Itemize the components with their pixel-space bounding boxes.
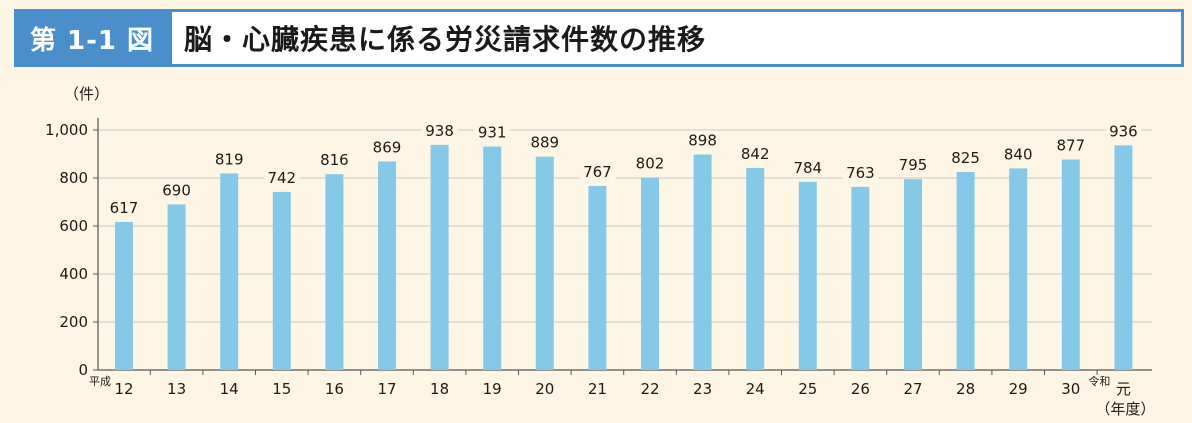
y-tick-label: 0 xyxy=(78,361,88,379)
figure-title-box: 脳・心臓疾患に係る労災請求件数の推移 xyxy=(172,12,1181,64)
x-tick-label: 16 xyxy=(325,380,344,398)
data-label: 936 xyxy=(1109,122,1138,140)
x-tick-label: 28 xyxy=(956,380,975,398)
x-tick-label: 25 xyxy=(798,380,817,398)
data-label-bg xyxy=(158,180,195,199)
x-tick-label: 30 xyxy=(1061,380,1080,398)
x-tick-label: 12 xyxy=(114,380,133,398)
data-label-bg xyxy=(947,148,984,166)
bar xyxy=(798,181,817,370)
y-tick-label: 200 xyxy=(59,313,88,331)
data-label: 802 xyxy=(636,155,665,173)
data-label: 819 xyxy=(215,150,244,168)
data-label-bg xyxy=(1000,144,1037,163)
data-label-bg xyxy=(737,143,774,162)
data-label-bg xyxy=(211,149,248,168)
era-label-heisei: 平成 xyxy=(89,375,111,388)
bar xyxy=(641,177,659,370)
data-label: 763 xyxy=(846,164,875,182)
data-label: 825 xyxy=(951,149,980,167)
bar xyxy=(1009,168,1028,370)
data-label-bg xyxy=(842,162,879,181)
data-label: 877 xyxy=(1056,137,1085,155)
bar xyxy=(1114,145,1133,370)
x-tick-label: 23 xyxy=(693,380,712,398)
data-label-bg xyxy=(895,155,931,174)
figure-number: 第 1-1 図 xyxy=(29,25,155,56)
x-tick-label: 13 xyxy=(167,380,186,398)
data-label: 840 xyxy=(1004,145,1033,163)
bar xyxy=(325,174,344,370)
x-tick-label: 27 xyxy=(903,380,922,398)
x-tick-label: 14 xyxy=(220,380,239,398)
bar xyxy=(746,167,765,370)
data-label: 690 xyxy=(162,181,191,199)
data-label-bg xyxy=(684,130,721,149)
bar xyxy=(167,204,186,370)
x-tick-label: 15 xyxy=(272,380,291,398)
data-label: 842 xyxy=(741,145,770,163)
data-label-bg xyxy=(1105,121,1142,140)
data-label-bg xyxy=(1052,135,1089,154)
x-tick-label: 20 xyxy=(535,380,554,398)
data-label-bg xyxy=(789,157,826,176)
data-label: 784 xyxy=(793,159,822,177)
bar xyxy=(1061,159,1080,370)
bar xyxy=(430,144,449,370)
data-label: 742 xyxy=(267,169,296,187)
data-label: 795 xyxy=(899,156,928,174)
data-label-bg xyxy=(632,153,668,172)
data-label-bg xyxy=(421,120,458,139)
data-label-bg xyxy=(316,150,353,169)
x-tick-label: 24 xyxy=(746,380,765,398)
x-tick-label: 29 xyxy=(1009,380,1028,398)
data-label: 889 xyxy=(530,134,559,152)
bar xyxy=(272,191,291,370)
data-label-bg xyxy=(263,167,300,186)
bar xyxy=(483,146,502,370)
x-tick-label: 18 xyxy=(430,380,449,398)
x-tick-label: 22 xyxy=(640,380,659,398)
data-label: 767 xyxy=(583,163,612,181)
y-tick-label: 800 xyxy=(59,169,88,187)
x-tick-label: 21 xyxy=(588,380,607,398)
bar xyxy=(378,161,396,370)
bar xyxy=(956,172,975,370)
data-label: 617 xyxy=(110,199,139,217)
era-label-reiwa: 令和 xyxy=(1088,374,1110,388)
bar xyxy=(220,173,239,370)
x-tick-label: 元 xyxy=(1116,380,1131,398)
data-label-bg xyxy=(579,161,616,180)
bar xyxy=(535,156,554,370)
x-tick-label: 26 xyxy=(851,380,870,398)
data-label: 869 xyxy=(373,138,402,156)
data-label-bg xyxy=(106,197,142,216)
x-tick-label: 17 xyxy=(377,380,396,398)
data-label: 931 xyxy=(478,124,507,142)
data-label: 938 xyxy=(425,122,454,140)
y-tick-label: 400 xyxy=(59,265,88,283)
data-label-bg xyxy=(474,122,511,141)
data-label-bg xyxy=(526,132,563,151)
figure-title: 脳・心臓疾患に係る労災請求件数の推移 xyxy=(184,23,707,56)
y-tick-label: 1,000 xyxy=(45,121,88,139)
bar xyxy=(115,221,133,370)
data-label-bg xyxy=(369,137,405,156)
data-label: 816 xyxy=(320,151,349,169)
bar xyxy=(904,179,922,370)
x-tick-label: 19 xyxy=(483,380,502,398)
bar xyxy=(693,154,712,370)
y-tick-label: 600 xyxy=(59,217,88,235)
figure-title-bar: 第 1-1 図 脳・心臓疾患に係る労災請求件数の推移 xyxy=(14,9,1184,67)
data-label: 898 xyxy=(688,131,717,149)
bar xyxy=(851,186,870,370)
x-axis-label: （年度） xyxy=(1095,400,1155,418)
y-axis-label: （件） xyxy=(64,85,109,103)
bar xyxy=(588,185,607,370)
